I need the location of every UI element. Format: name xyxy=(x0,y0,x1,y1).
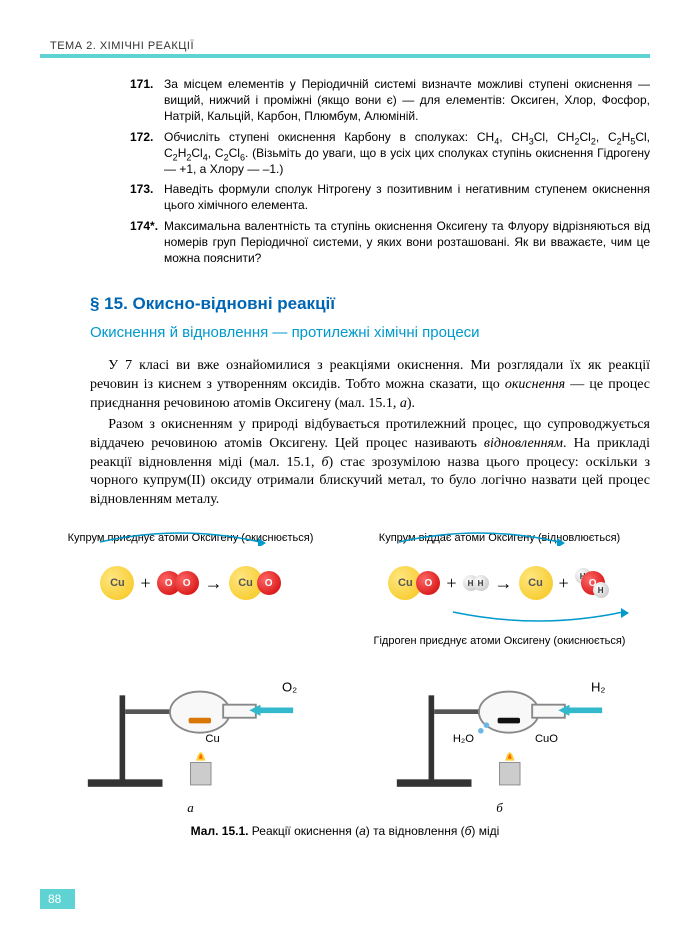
cuo-molecule-b: CuO xyxy=(388,566,440,600)
apparatus-b-svg: H₂ CuO H₂O xyxy=(349,658,650,798)
exercise-item: 171.За місцем елементів у Періодичній си… xyxy=(130,76,650,125)
page-header: ТЕМА 2. ХІМІЧНІ РЕАКЦІЇ xyxy=(40,40,650,52)
exercise-text: Обчисліть ступені окиснення Карбону в сп… xyxy=(164,129,650,178)
h2o-molecule: H O H xyxy=(575,568,611,598)
exercise-number: 172. xyxy=(130,129,164,178)
paragraph: Разом з окисненням у природі відбуваєтьс… xyxy=(90,416,650,510)
exercise-text: Наведіть формули сполук Нітрогену з пози… xyxy=(164,181,650,213)
o2-molecule: OO xyxy=(157,571,199,595)
diagram-b-equation: CuO + HH → Cu + H O H xyxy=(388,566,610,600)
apparatus-a-svg: O₂ Cu xyxy=(40,658,341,798)
apparatus-b: H₂ CuO H₂O б xyxy=(349,658,650,816)
section-title: § 15. Окисно-відновні реакції xyxy=(90,294,650,314)
arrow-op: → xyxy=(205,573,223,594)
exercise-item: 174*.Максимальна валентність та ступінь … xyxy=(130,218,650,267)
exercise-list: 171.За місцем елементів у Періодичній си… xyxy=(130,76,650,266)
section-subtitle: Окиснення й відновлення — протилежні хім… xyxy=(90,324,650,341)
exercise-number: 171. xyxy=(130,76,164,125)
plus-op: + xyxy=(140,573,150,594)
reaction-diagrams: Купрум приєднує атоми Оксигену (окиснюєт… xyxy=(40,532,650,648)
cuo-molecule: CuO xyxy=(229,566,281,600)
diagram-a: Купрум приєднує атоми Оксигену (окиснюєт… xyxy=(40,532,341,648)
exercise-text: Максимальна валентність та ступінь окисн… xyxy=(164,218,650,267)
diagram-b-label-bottom: Гідроген приєднує атоми Оксигену (окисню… xyxy=(374,635,626,648)
cuo-label: CuO xyxy=(535,733,558,745)
paragraph: У 7 класі ви вже ознайомилися з реакціям… xyxy=(90,357,650,414)
body-text: У 7 класі ви вже ознайомилися з реакціям… xyxy=(90,357,650,510)
arrow-a xyxy=(40,528,341,546)
plus-op: + xyxy=(446,573,456,594)
exercise-number: 174*. xyxy=(130,218,164,267)
o2-label: O₂ xyxy=(282,680,297,695)
cu-atom-b: Cu xyxy=(519,566,553,600)
plus-op: + xyxy=(559,573,569,594)
h2-label: H₂ xyxy=(591,680,606,695)
diagram-a-equation: Cu + OO → CuO xyxy=(100,566,280,600)
arrow-op: → xyxy=(495,573,513,594)
exercise-item: 172.Обчисліть ступені окиснення Карбону … xyxy=(130,129,650,178)
page-number: 88 xyxy=(40,889,75,909)
exercise-text: За місцем елементів у Періодичній систем… xyxy=(164,76,650,125)
apparatus-a: O₂ Cu а xyxy=(40,658,341,816)
figure-caption: Мал. 15.1. Реакції окиснення (а) та відн… xyxy=(40,824,650,838)
arrow-b-top xyxy=(349,528,650,546)
fig-letter-a: а xyxy=(187,800,194,816)
fig-letter-b: б xyxy=(496,800,503,816)
cu-label: Cu xyxy=(205,733,219,745)
cu-atom: Cu xyxy=(100,566,134,600)
arrow-b-bottom xyxy=(349,608,650,626)
h2-molecule: HH xyxy=(463,575,489,591)
h2o-label: H₂O xyxy=(453,733,474,745)
exercise-item: 173.Наведіть формули сполук Нітрогену з … xyxy=(130,181,650,213)
header-rule xyxy=(40,54,650,58)
diagram-b: Купрум віддає атоми Оксигену (відновлюєт… xyxy=(349,532,650,648)
apparatus-row: O₂ Cu а H₂ CuO H₂O xyxy=(40,658,650,816)
exercise-number: 173. xyxy=(130,181,164,213)
